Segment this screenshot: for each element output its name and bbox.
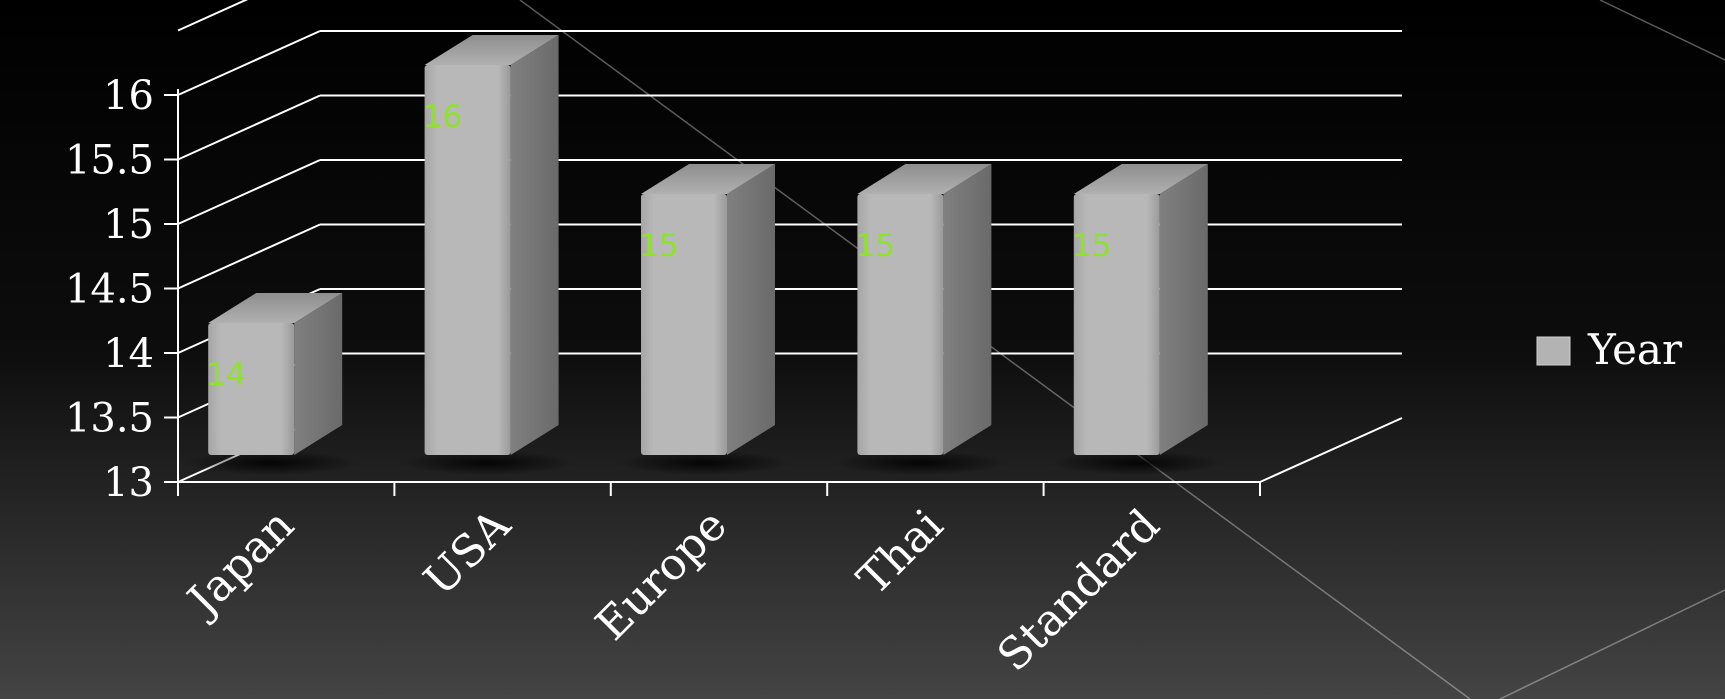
y-tick-label: 14 [103, 331, 154, 377]
bar-top-face [1073, 164, 1208, 194]
bar-top-face [857, 164, 992, 194]
legend-swatch [1536, 336, 1571, 366]
side-gridline [177, 30, 321, 96]
bar-japan [186, 293, 357, 475]
data-label: 16 [423, 99, 462, 135]
side-gridline [177, 159, 321, 225]
bar-usa [402, 35, 573, 475]
y-tick-label: 15.5 [65, 138, 154, 184]
bar-shadow [1051, 451, 1222, 475]
diagonal-line [1499, 589, 1725, 699]
y-tick-label: 15 [103, 202, 154, 248]
bar-shadow [619, 451, 789, 475]
y-tick-label: 13.5 [65, 396, 154, 442]
floor-right-edge [1259, 417, 1403, 483]
side-gridline [177, 94, 321, 161]
bar-front-face [208, 323, 295, 455]
data-label: 15 [855, 228, 894, 264]
bar-front-face [424, 65, 511, 455]
bar-top-face [424, 35, 559, 65]
diagonal-line [519, 0, 1471, 699]
background-diagonal-lines [519, 0, 1725, 699]
diagonal-line [1599, 0, 1725, 61]
bar-shadow [402, 451, 573, 475]
data-label: 15 [639, 228, 678, 264]
y-axis-tick-labels: 13 13.5 14 14.5 15 15.5 16 [65, 73, 154, 506]
side-gridline [177, 0, 249, 32]
bar-top-face [641, 164, 775, 194]
data-labels: 14 16 15 15 15 [206, 99, 1111, 393]
data-label: 14 [206, 357, 245, 393]
bar-thai [835, 164, 1006, 475]
y-tick-label: 14.5 [65, 267, 154, 313]
data-label: 15 [1072, 228, 1111, 264]
legend: Year [1536, 325, 1683, 374]
legend-label: Year [1587, 325, 1683, 374]
bar-top-face [208, 293, 343, 323]
bar-side-face [727, 164, 775, 455]
bar-side-face [1159, 164, 1208, 455]
bars [186, 35, 1222, 475]
bar-side-face [294, 293, 343, 455]
bar-side-face [510, 35, 559, 455]
bar-shadow [186, 451, 357, 475]
bar-front-face [1073, 194, 1160, 455]
side-gridline [177, 223, 321, 290]
bar-front-face [857, 194, 944, 455]
bar-europe [619, 164, 789, 475]
bar-front-face [641, 194, 727, 455]
bar-shadow [835, 451, 1006, 475]
bar-side-face [943, 164, 992, 455]
axes [164, 89, 1403, 496]
bar-standard [1051, 164, 1222, 475]
y-tick-label: 16 [103, 73, 154, 119]
y-tick-label: 13 [103, 460, 154, 506]
